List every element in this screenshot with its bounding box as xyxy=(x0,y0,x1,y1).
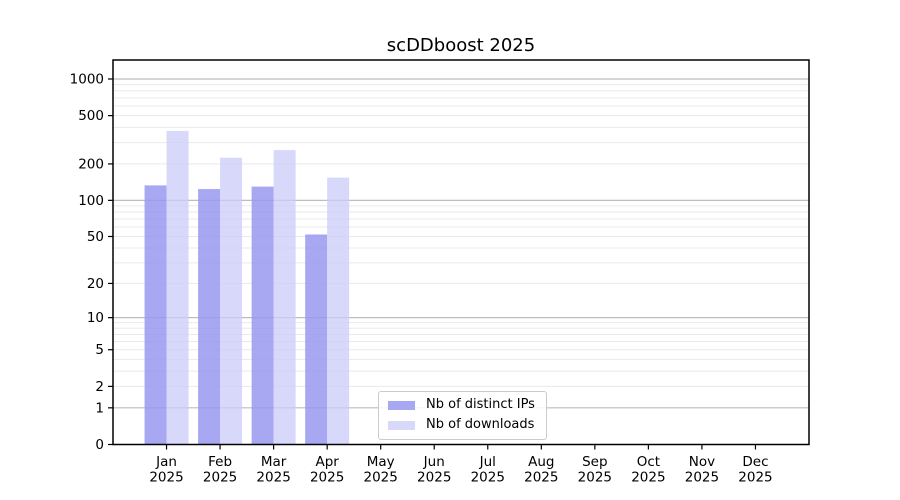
y-tick-label: 0 xyxy=(95,437,104,453)
chart-title: scDDboost 2025 xyxy=(386,35,536,56)
plot-frame xyxy=(112,59,810,446)
bar-nb-of-downloads-feb xyxy=(220,157,243,445)
x-tick-label: May 2025 xyxy=(364,454,398,486)
x-tick-label: Feb 2025 xyxy=(203,454,237,486)
x-tick-label: Oct 2025 xyxy=(631,454,665,486)
y-tick-label: 2 xyxy=(95,379,104,395)
legend-swatch-distinct-ips-icon xyxy=(388,400,415,410)
x-tick-label: Jun 2025 xyxy=(417,454,451,486)
x-tick-label: Jul 2025 xyxy=(471,454,505,486)
legend-item-distinct-ips: Nb of distinct IPs xyxy=(388,397,535,413)
bar-nb-of-distinct-ips-feb xyxy=(198,189,221,445)
y-tick-label: 1000 xyxy=(70,72,104,88)
x-tick-label: Apr 2025 xyxy=(310,454,344,486)
legend-label-downloads: Nb of downloads xyxy=(426,416,535,432)
y-tick-label: 1 xyxy=(95,400,104,416)
y-tick-label: 500 xyxy=(78,108,104,124)
y-tick-label: 20 xyxy=(87,276,104,292)
y-tick-label: 200 xyxy=(78,156,104,172)
legend-label-distinct-ips: Nb of distinct IPs xyxy=(426,397,535,412)
bar-nb-of-downloads-apr xyxy=(327,177,350,445)
legend-item-downloads: Nb of downloads xyxy=(388,416,535,433)
x-tick-label: Dec 2025 xyxy=(738,454,772,486)
x-tick-label: Mar 2025 xyxy=(256,454,290,486)
bar-nb-of-downloads-mar xyxy=(273,150,296,445)
x-tick-label: Aug 2025 xyxy=(524,454,558,486)
x-tick-label: Sep 2025 xyxy=(578,454,612,486)
y-tick-label: 10 xyxy=(87,310,104,326)
x-axis: Jan 2025 Feb 2025 Mar 2025 Apr 2025 May 2025 Jun 20… xyxy=(149,444,773,486)
bars xyxy=(144,130,350,445)
bar-nb-of-downloads-jan xyxy=(166,130,189,445)
y-tick-label: 100 xyxy=(78,193,104,209)
y-axis: 0 1 2 5 10 20 50 100 200 500 1000 xyxy=(70,72,113,453)
y-tick-label: 5 xyxy=(95,342,104,358)
x-tick-label: Jan 2025 xyxy=(149,454,183,486)
bar-nb-of-distinct-ips-mar xyxy=(251,186,274,445)
y-tick-label: 50 xyxy=(87,229,104,245)
bar-nb-of-distinct-ips-apr xyxy=(305,234,328,445)
legend-swatch-downloads-icon xyxy=(388,420,415,430)
legend: Nb of distinct IPs Nb of downloads xyxy=(378,391,547,440)
x-tick-label: Nov 2025 xyxy=(685,454,719,486)
bar-nb-of-distinct-ips-jan xyxy=(144,185,167,445)
